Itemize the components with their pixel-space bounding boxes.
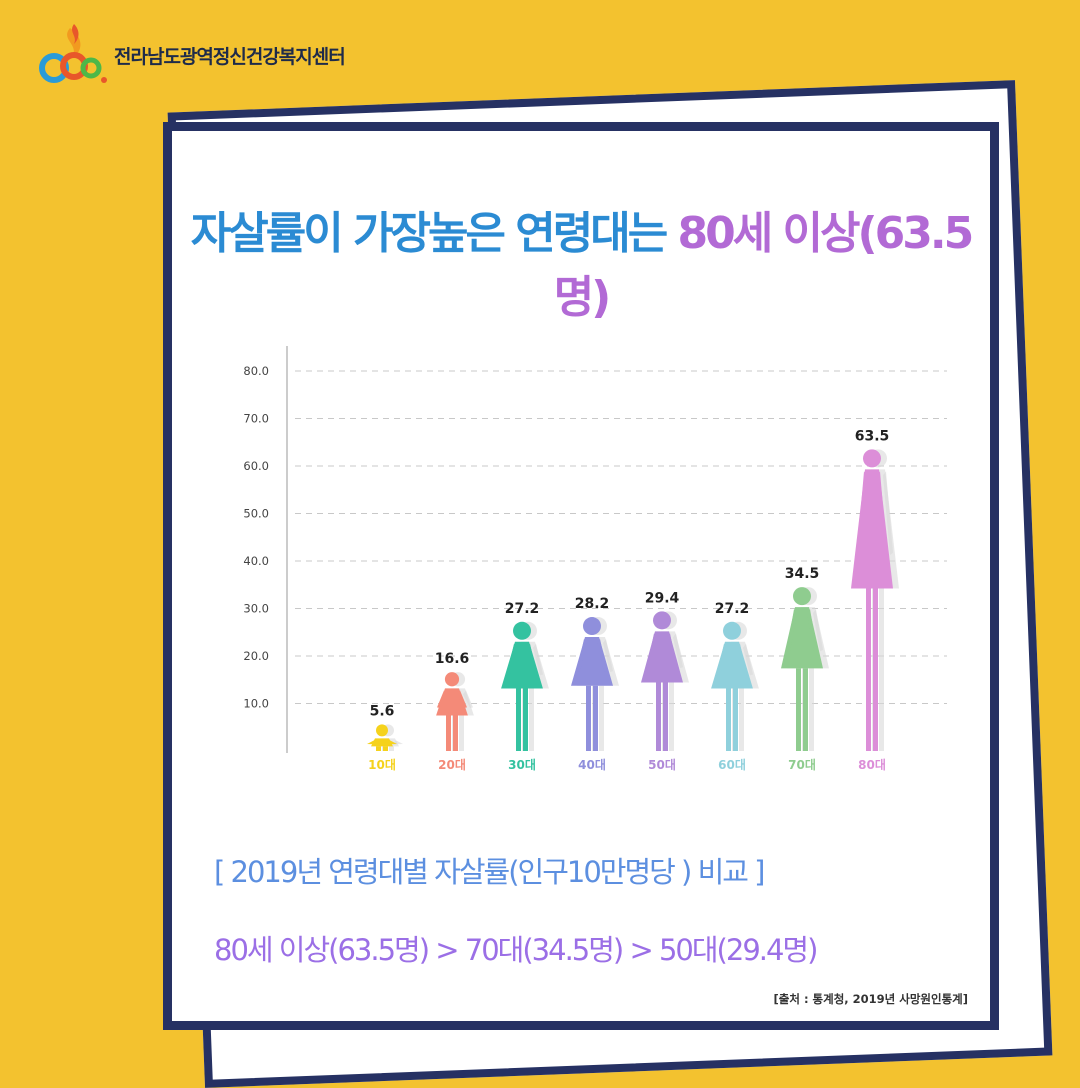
org-logo: 전라남도광역정신건강복지센터 [30,20,346,90]
y-tick-label: 70.0 [243,412,269,426]
chart-subtitle: [ 2019년 연령대별 자살률(인구10만명당 ) 비교 ] [214,855,765,889]
category-label: 70대 [788,758,816,772]
value-label: 29.4 [645,590,680,606]
headline-part2: 80세 이상(63.5명) [553,208,974,323]
value-label: 27.2 [505,601,540,617]
figure-bar [711,621,759,751]
figure-bar [367,724,403,751]
source-note: [출처 : 통계청, 2019년 사망원인통계] [773,992,968,1006]
comparison-summary: 80세 이상(63.5명) > 70대(34.5명) > 50대(29.4명) [214,933,818,967]
figure-bar [641,611,689,751]
headline: 자살률이 가장높은 연령대는 80세 이상(63.5명) [172,197,990,325]
org-name: 전라남도광역정신건강복지센터 [114,45,346,68]
figure-bar [436,672,474,751]
y-tick-label: 20.0 [243,649,269,663]
y-tick-label: 80.0 [243,364,269,378]
suicide-rate-chart: 10.0 20.0 30.0 40.0 50.0 60.0 70.0 80.0 5.6 10대 16… [243,346,947,772]
headline-part1: 자살률이 가장높은 연령대는 [190,208,668,259]
figure-bar [571,617,619,751]
category-label: 40대 [578,758,606,772]
value-label: 5.6 [370,703,395,719]
value-label: 34.5 [785,566,820,582]
category-label: 50대 [648,758,676,772]
y-tick-label: 10.0 [243,697,269,711]
category-label: 60대 [718,758,746,772]
figure-bar [851,449,899,751]
flame-logo-icon [39,24,107,83]
figure-bar [501,621,549,751]
category-label: 10대 [368,758,396,772]
infographic-card: 자살률이 가장높은 연령대는 80세 이상(63.5명) 10.0 20.0 30.… [163,122,999,1030]
value-label: 63.5 [855,428,890,444]
category-label: 20대 [438,758,466,772]
y-tick-label: 30.0 [243,602,269,616]
figure-bar [781,587,829,751]
y-tick-label: 60.0 [243,459,269,473]
value-label: 16.6 [435,651,470,667]
category-label: 80대 [858,758,886,772]
category-label: 30대 [508,758,536,772]
value-label: 27.2 [715,601,750,617]
y-tick-label: 50.0 [243,507,269,521]
y-tick-label: 40.0 [243,554,269,568]
value-label: 28.2 [575,596,610,612]
